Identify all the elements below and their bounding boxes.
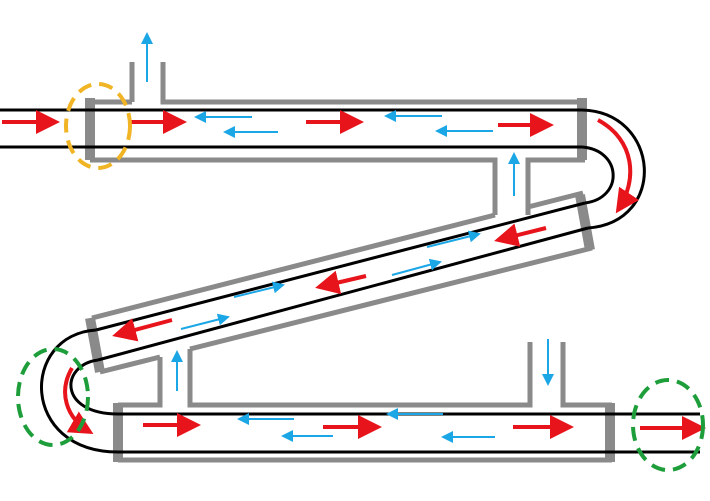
left-bend-highlight-circle [16,347,90,447]
highlights [16,82,705,472]
inlet-highlight-circle [64,82,132,170]
inner-tube-right-bend-inner [581,145,615,205]
cold-arrow [426,230,481,248]
hot-arrow-bend-left [63,366,94,435]
cold-arrow [180,313,230,330]
inner-tube-left-bend-outer [40,328,119,454]
inner-tube-diag-lower [97,226,589,362]
diagonal-shell-lower-wall [99,245,593,375]
inner-tube-right-bend-outer [581,108,646,230]
top-shell-upper-wall [129,62,585,105]
diagonal-shell-upper-wall [91,190,584,321]
cold-arrow [391,258,442,276]
hot-flow-arrows [2,110,706,440]
top-shell-lower-wall [90,99,585,215]
cold-flow-arrows [141,32,554,443]
outer-shell [90,62,612,463]
end-cap-diag-left [85,317,105,373]
cold-arrow [233,281,285,298]
bottom-shell-upper-wall [118,342,612,408]
hot-arrow [315,270,367,295]
inner-tube-left-bend-inner [69,358,119,416]
hot-arrow-bend-right [597,118,640,214]
outlet-highlight-circle [631,378,705,472]
hot-arrow [112,318,173,342]
hot-arrow [494,223,547,247]
inner-tube [0,108,700,454]
